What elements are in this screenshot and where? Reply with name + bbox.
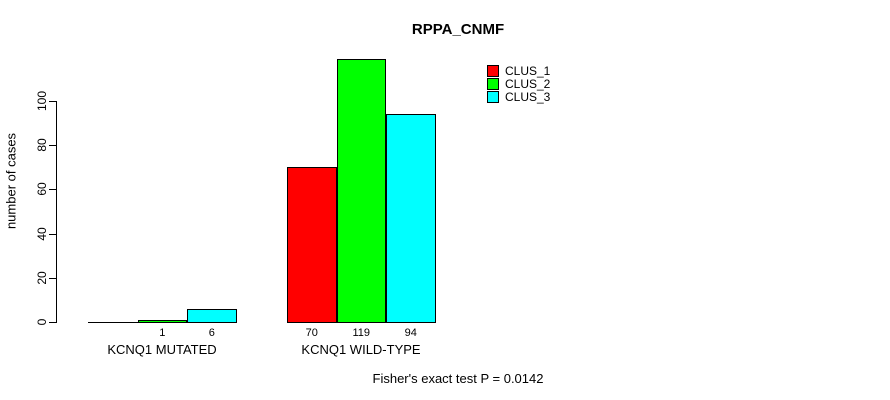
legend-label-clus-3: CLUS_3	[505, 89, 551, 104]
y-tick-mark	[49, 101, 56, 102]
bar-value-label-clus-1-group1: 70	[305, 327, 318, 339]
bar-clus-2-group1	[336, 59, 386, 323]
y-tick-mark	[49, 322, 56, 323]
bar-clus-3-group1	[386, 114, 436, 323]
bar-clus-2-group0	[137, 319, 187, 323]
legend-item-clus-2: CLUS_2	[487, 76, 551, 91]
legend-swatch-clus-2	[487, 77, 499, 90]
y-tick-mark	[49, 233, 56, 235]
legend-swatch-clus-1	[487, 64, 499, 77]
bar-clus-1-group1	[287, 167, 337, 323]
bar-clus-1-group0	[88, 322, 139, 323]
x-category-label-mutated: KCNQ1 MUTATED	[107, 342, 217, 357]
y-tick-mark	[49, 145, 56, 147]
legend-item-clus-1: CLUS_1	[487, 63, 551, 78]
y-tick-mark	[49, 189, 56, 191]
legend-item-clus-3: CLUS_3	[487, 89, 551, 104]
legend-label-clus-1: CLUS_1	[505, 63, 551, 78]
y-tick-label: 100	[35, 90, 49, 112]
chart-title: RPPA_CNMF	[411, 21, 505, 38]
y-tick-label: 80	[35, 138, 49, 152]
y-axis-line	[56, 101, 57, 323]
bar-value-label-clus-3-group1: 94	[404, 327, 417, 339]
statistical-test-annotation: Fisher's exact test P = 0.0142	[372, 371, 544, 386]
y-tick-label: 20	[35, 271, 49, 285]
bar-value-label-clus-2-group0: 1	[159, 327, 166, 339]
y-tick-label: 40	[35, 226, 49, 241]
y-tick-label: 60	[35, 182, 49, 197]
bar-clus-3-group0	[187, 308, 237, 323]
legend-swatch-clus-3	[487, 90, 499, 103]
y-tick-mark	[49, 277, 56, 279]
legend-label-clus-2: CLUS_2	[505, 76, 551, 91]
bar-value-label-clus-2-group1: 119	[352, 327, 371, 339]
bar-value-label-clus-3-group0: 6	[208, 327, 215, 339]
y-axis-label: number of cases	[3, 132, 19, 230]
y-tick-label: 0	[35, 318, 49, 326]
legend: CLUS_1 CLUS_2 CLUS_3	[487, 63, 551, 104]
x-category-label-wild-type: KCNQ1 WILD-TYPE	[301, 342, 421, 357]
